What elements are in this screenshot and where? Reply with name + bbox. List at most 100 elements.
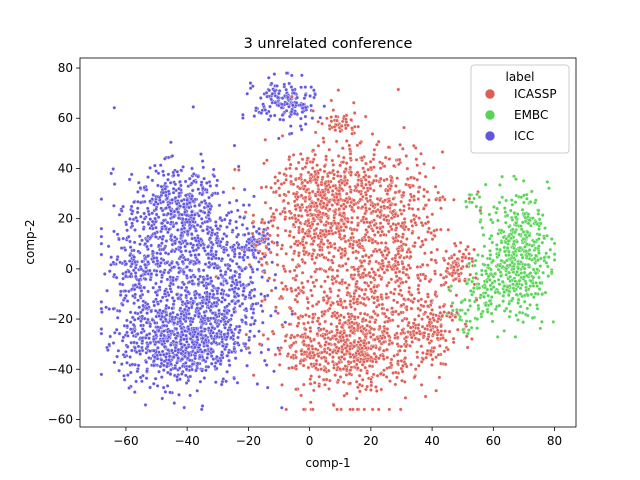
point-icassp: [305, 156, 310, 161]
point-icc: [209, 361, 214, 366]
point-embc: [540, 240, 545, 245]
point-icassp: [301, 285, 306, 290]
point-icassp: [317, 267, 322, 271]
point-icc: [175, 228, 180, 232]
point-icc: [163, 390, 168, 394]
point-embc: [466, 308, 470, 312]
point-icassp: [343, 239, 348, 244]
point-icassp: [454, 293, 459, 298]
point-icassp: [364, 228, 369, 232]
point-icassp: [237, 168, 241, 172]
point-icc: [200, 186, 205, 191]
point-icc: [215, 334, 220, 339]
point-icassp: [400, 378, 404, 383]
point-icc: [292, 111, 297, 116]
point-icc: [241, 289, 246, 293]
point-icassp: [310, 213, 315, 217]
point-icc: [216, 276, 221, 281]
point-embc: [507, 249, 511, 254]
point-icc: [303, 114, 308, 119]
point-icc: [281, 118, 286, 122]
point-icc: [228, 323, 233, 327]
point-icc: [191, 216, 196, 221]
point-icc: [225, 353, 229, 358]
point-icassp: [352, 202, 356, 207]
point-icassp: [337, 191, 342, 196]
point-embc: [520, 220, 525, 225]
point-icassp: [326, 368, 331, 373]
point-icassp: [436, 190, 441, 195]
point-icc: [244, 315, 248, 320]
point-icc: [289, 109, 294, 114]
point-embc: [512, 174, 516, 179]
point-embc: [459, 300, 464, 305]
point-icc: [272, 369, 276, 374]
point-icassp: [396, 162, 401, 167]
point-icc: [176, 296, 181, 301]
point-embc: [501, 299, 505, 304]
point-icassp: [298, 208, 303, 213]
point-icassp: [316, 354, 321, 359]
point-icc: [178, 254, 183, 259]
point-icassp: [335, 328, 340, 332]
point-icassp: [394, 274, 399, 279]
point-icc: [226, 293, 231, 298]
point-icc: [139, 214, 143, 219]
point-icassp: [421, 206, 426, 211]
point-icc: [207, 260, 212, 265]
point-icc: [128, 239, 132, 244]
point-embc: [541, 270, 545, 275]
point-icassp: [348, 299, 353, 303]
point-icc: [209, 245, 214, 250]
point-embc: [535, 306, 540, 311]
point-icc: [265, 385, 270, 390]
point-icc: [279, 105, 284, 110]
point-icassp: [335, 170, 340, 174]
point-icassp: [356, 178, 361, 182]
point-icassp: [275, 252, 279, 257]
point-icc: [288, 124, 293, 128]
point-icc: [224, 278, 228, 283]
point-icc: [206, 256, 211, 261]
point-icc: [221, 317, 226, 322]
point-icc: [134, 379, 138, 384]
point-icc: [218, 224, 223, 228]
point-icc: [254, 301, 258, 306]
point-icc: [284, 71, 289, 75]
point-icc: [122, 377, 127, 382]
point-icc: [240, 318, 245, 323]
point-icassp: [367, 174, 371, 179]
point-embc: [529, 189, 534, 194]
point-icassp: [376, 268, 381, 272]
point-icassp: [419, 359, 424, 364]
point-icassp: [314, 366, 318, 371]
point-icassp: [404, 335, 409, 340]
point-icc: [216, 298, 221, 302]
point-icc: [255, 267, 260, 272]
point-icassp: [282, 192, 287, 197]
point-icc: [188, 249, 192, 254]
point-icassp: [375, 295, 380, 300]
point-icc: [273, 286, 278, 290]
point-icc: [161, 199, 166, 204]
point-icc: [112, 229, 116, 234]
point-embc: [527, 252, 532, 257]
point-icc: [250, 248, 255, 253]
point-icc: [107, 269, 112, 274]
point-icc: [203, 248, 207, 253]
point-icc: [143, 262, 147, 267]
point-embc: [499, 240, 504, 245]
point-icc: [254, 106, 258, 110]
point-icassp: [282, 172, 287, 177]
point-icassp: [363, 177, 368, 182]
point-icassp: [362, 259, 367, 263]
point-icassp: [322, 312, 326, 316]
point-icc: [190, 334, 195, 339]
point-icassp: [309, 204, 314, 209]
point-icc: [111, 167, 116, 171]
point-icassp: [402, 348, 407, 353]
point-icc: [237, 251, 242, 256]
point-icc: [114, 275, 119, 280]
point-icc: [248, 275, 253, 280]
point-icassp: [466, 244, 470, 249]
